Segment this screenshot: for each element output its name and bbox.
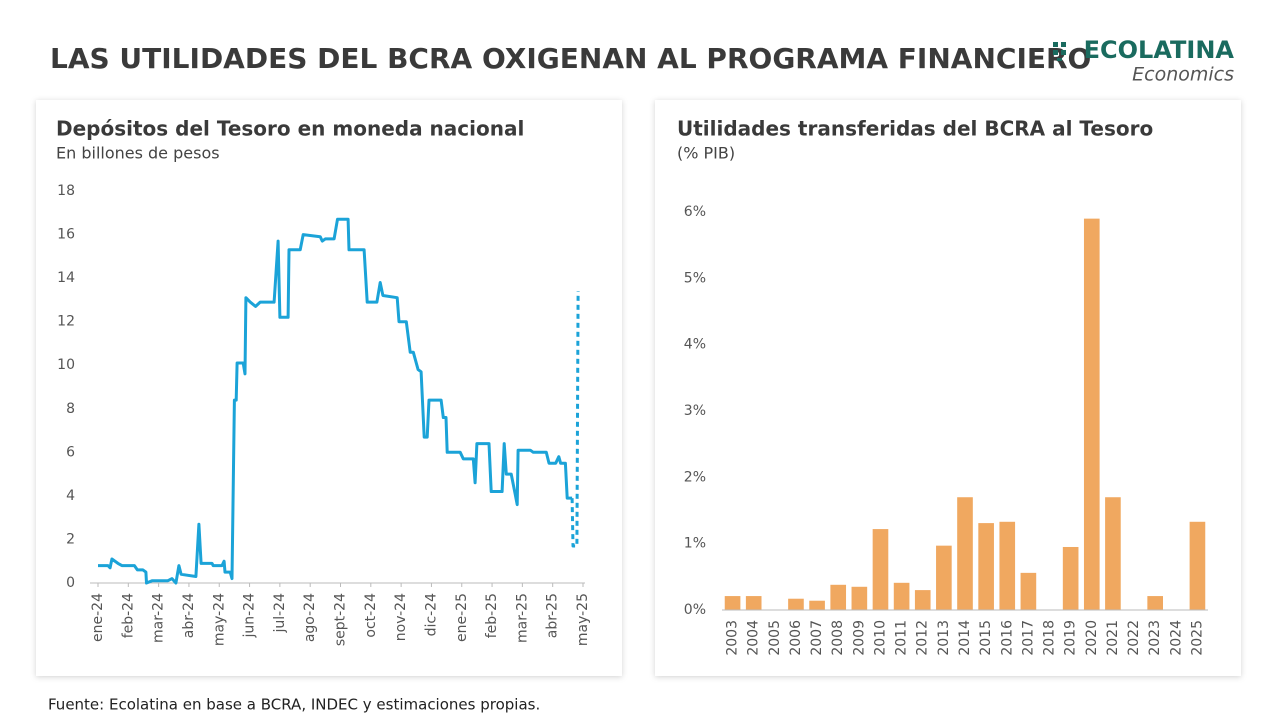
bar [999, 521, 1016, 610]
x-tick-label: jul-24 [272, 593, 288, 634]
x-tick-label: 2016 [999, 620, 1015, 656]
x-tick-label: jun-24 [242, 593, 258, 639]
bar [872, 529, 889, 610]
y-tick-label: 1% [684, 536, 706, 552]
y-tick-label: 12 [57, 314, 75, 330]
bar [1062, 546, 1079, 610]
x-tick-label: ene-25 [454, 593, 470, 642]
x-tick-label: may-25 [575, 593, 591, 646]
x-tick-label: abr-24 [181, 593, 197, 638]
x-tick-label: 2024 [1168, 620, 1184, 656]
y-tick-label: 10 [57, 357, 75, 373]
logo-text: ECOLATINA [1084, 36, 1235, 64]
x-tick-label: 2015 [978, 620, 994, 656]
page-title: LAS UTILIDADES DEL BCRA OXIGENAN AL PROG… [50, 42, 1091, 75]
bar [936, 545, 952, 610]
bar [830, 584, 847, 610]
logo-icon [1057, 58, 1062, 61]
x-tick-label: 2011 [894, 620, 910, 656]
bar [724, 596, 741, 610]
bar [1147, 596, 1163, 610]
x-tick-label: may-24 [211, 593, 227, 646]
x-tick-label: 2021 [1105, 620, 1121, 656]
logo-sub: Economics [1132, 64, 1234, 86]
x-tick-label: 2009 [851, 620, 867, 656]
x-tick-label: 2017 [1020, 620, 1036, 656]
x-tick-label: nov-24 [393, 593, 409, 641]
x-tick-label: mar-25 [514, 593, 530, 643]
x-tick-label: oct-24 [363, 593, 379, 638]
bar [914, 590, 931, 610]
y-tick-label: 2% [684, 469, 706, 485]
bar [978, 523, 994, 610]
chart-title: Depósitos del Tesoro en moneda nacional [56, 117, 524, 141]
x-tick-label: 2018 [1042, 620, 1058, 656]
y-tick-label: 6 [66, 444, 75, 460]
bar [1105, 497, 1121, 610]
x-tick-label: 2007 [809, 620, 825, 656]
bar [745, 596, 762, 610]
bar [809, 600, 825, 610]
y-tick-label: 4 [66, 488, 75, 504]
y-tick-label: 3% [684, 403, 706, 419]
bar [788, 598, 804, 610]
y-tick-label: 4% [684, 337, 706, 353]
logo-icon [1053, 50, 1058, 55]
x-tick-label: 2023 [1147, 620, 1163, 656]
y-tick-label: 2 [66, 531, 75, 547]
chart-subtitle: En billones de pesos [56, 144, 220, 163]
x-tick-label: 2003 [725, 620, 741, 656]
y-tick-label: 16 [57, 227, 75, 243]
logo-icon [1061, 42, 1066, 47]
x-tick-label: ene-24 [90, 593, 106, 642]
chart-title: Utilidades transferidas del BCRA al Teso… [677, 117, 1153, 141]
line-series [570, 291, 580, 548]
panel [36, 100, 622, 676]
x-tick-label: 2005 [767, 620, 783, 656]
x-tick-label: 2006 [788, 620, 804, 656]
logo: ECOLATINA Economics [1053, 36, 1234, 86]
bar [1020, 572, 1037, 610]
x-tick-label: 2004 [746, 620, 762, 656]
x-tick-label: 2013 [936, 620, 952, 656]
y-tick-label: 5% [684, 270, 706, 286]
x-tick-label: 2022 [1126, 620, 1142, 656]
y-tick-label: 8 [66, 401, 75, 417]
y-tick-label: 0% [684, 602, 706, 618]
bar [957, 497, 973, 610]
x-tick-label: 2012 [915, 620, 931, 656]
chart-subtitle: (% PIB) [677, 144, 735, 163]
x-tick-label: 2014 [957, 620, 973, 656]
logo-icon [1061, 50, 1066, 55]
x-tick-label: feb-24 [120, 593, 136, 638]
line-series [98, 217, 573, 585]
y-tick-label: 6% [684, 204, 706, 220]
y-tick-label: 14 [57, 270, 75, 286]
x-tick-label: feb-25 [484, 593, 500, 638]
logo-icon [1053, 42, 1058, 47]
x-tick-label: 2025 [1189, 620, 1205, 656]
x-tick-label: abr-25 [545, 593, 561, 638]
bar [893, 582, 910, 610]
footer: Fuente: Ecolatina en base a BCRA, INDEC … [48, 696, 540, 714]
x-tick-label: 2010 [872, 620, 888, 656]
y-tick-label: 0 [66, 575, 75, 591]
bar [1083, 218, 1100, 610]
x-tick-label: sept-24 [333, 593, 349, 646]
x-tick-label: 2019 [1063, 620, 1079, 656]
x-tick-label: dic-24 [423, 593, 439, 636]
x-tick-label: 2008 [830, 620, 846, 656]
x-tick-label: 2020 [1084, 620, 1100, 656]
bar [851, 586, 868, 610]
x-tick-label: ago-24 [302, 593, 318, 642]
x-tick-label: mar-24 [151, 593, 167, 643]
y-tick-label: 18 [57, 183, 75, 199]
bar [1189, 521, 1206, 610]
